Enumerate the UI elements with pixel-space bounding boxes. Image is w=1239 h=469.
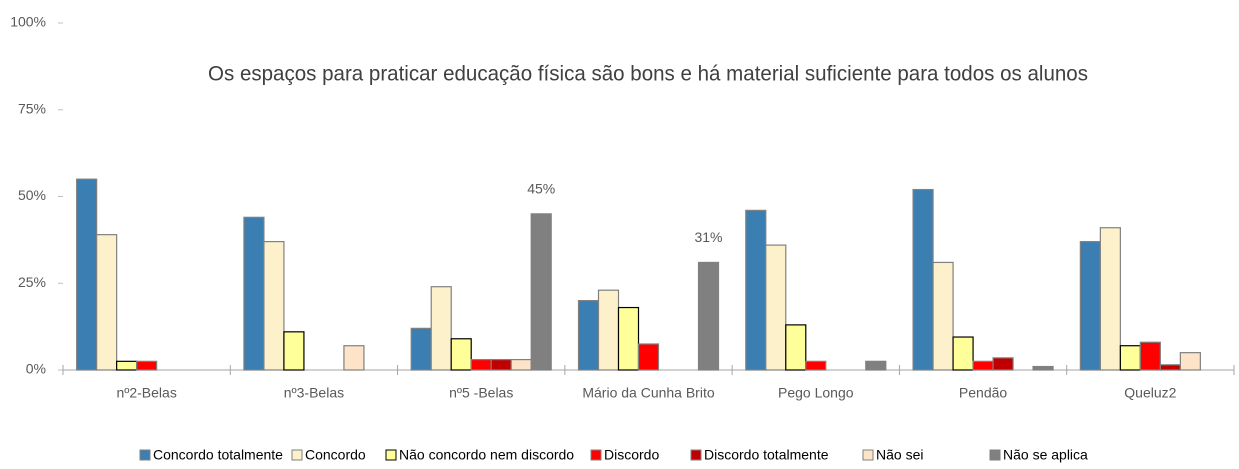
bar xyxy=(1032,365,1054,371)
bar xyxy=(490,358,512,371)
y-tick-label: 75% xyxy=(18,100,46,116)
bar xyxy=(510,358,532,371)
data-label: 31% xyxy=(694,229,722,245)
x-tick-label: nº5 -Belas xyxy=(449,385,513,401)
bar xyxy=(243,216,265,371)
bar xyxy=(1079,241,1101,371)
legend-label: Discordo xyxy=(604,447,659,463)
legend-label: Não se aplica xyxy=(1003,447,1088,463)
bar xyxy=(865,360,887,371)
legend-swatch xyxy=(690,449,702,461)
bar xyxy=(1139,341,1161,371)
legend-label: Não sei xyxy=(876,447,923,463)
bar xyxy=(263,241,285,371)
chart-title: Os espaços para praticar educação física… xyxy=(208,63,1088,86)
legend-swatch xyxy=(291,449,303,461)
bar xyxy=(430,286,452,371)
legend-label: Concordo totalmente xyxy=(153,447,283,463)
y-tick-label: 100% xyxy=(10,14,46,30)
bar xyxy=(805,360,827,371)
bar xyxy=(577,300,600,371)
bar xyxy=(470,358,492,371)
legend-swatch xyxy=(862,449,874,461)
bar xyxy=(530,213,552,371)
bar xyxy=(1119,345,1141,371)
legend-swatch xyxy=(139,449,151,461)
bar xyxy=(912,188,934,371)
bar xyxy=(785,324,807,371)
x-tick-label: Mário da Cunha Brito xyxy=(582,385,715,401)
bar xyxy=(76,178,98,371)
x-tick-label: Queluz2 xyxy=(1124,385,1176,401)
bar xyxy=(637,343,660,371)
bar xyxy=(1159,364,1181,371)
bar xyxy=(617,306,640,371)
bar xyxy=(992,357,1014,371)
bar xyxy=(1099,227,1121,371)
bar xyxy=(410,327,432,371)
legend-swatch xyxy=(590,449,602,461)
bar xyxy=(283,331,305,371)
y-tick-label: 25% xyxy=(18,274,46,290)
bar xyxy=(932,261,954,371)
bar xyxy=(597,289,620,371)
legend-swatch xyxy=(385,449,397,461)
y-tick-label: 0% xyxy=(26,361,46,377)
x-tick-label: Pendão xyxy=(959,385,1007,401)
bar xyxy=(745,209,767,371)
y-tick-label: 50% xyxy=(18,187,46,203)
legend-swatch xyxy=(989,449,1001,461)
bar xyxy=(136,360,158,371)
bar xyxy=(116,360,138,371)
bar xyxy=(1179,352,1201,371)
data-label: 45% xyxy=(527,181,555,197)
x-tick-label: nº2-Belas xyxy=(116,385,176,401)
legend-label: Não concordo nem discordo xyxy=(399,447,574,463)
bar xyxy=(96,234,118,371)
bar xyxy=(697,261,720,371)
bar xyxy=(952,336,974,371)
x-tick-label: nº3-Belas xyxy=(284,385,344,401)
legend-label: Discordo totalmente xyxy=(704,447,829,463)
bar xyxy=(450,338,472,371)
legend-label: Concordo xyxy=(305,447,366,463)
bar xyxy=(972,360,994,371)
bar xyxy=(343,345,365,371)
x-tick-label: Pego Longo xyxy=(778,385,854,401)
bar xyxy=(765,244,787,371)
